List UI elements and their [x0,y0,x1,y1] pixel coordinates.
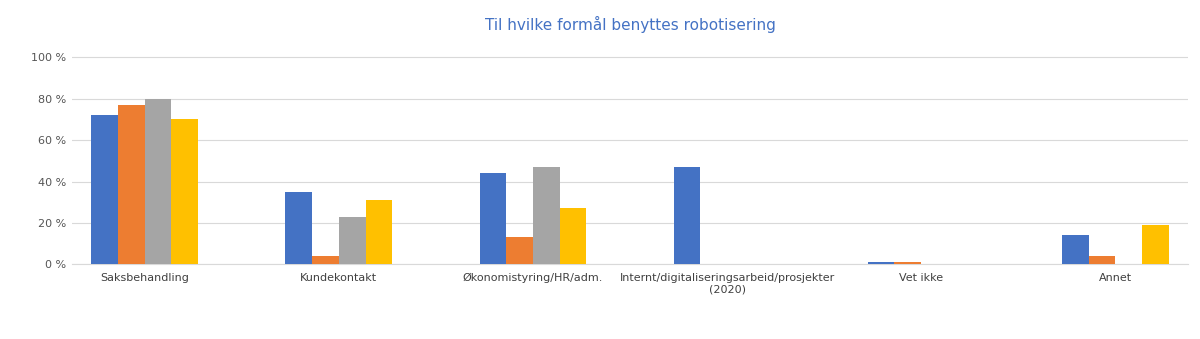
Bar [366,200,392,264]
Bar [1062,235,1088,264]
Bar [506,238,533,264]
Bar [172,119,198,264]
Bar [559,208,587,264]
Bar [312,256,338,264]
Bar [533,167,559,264]
Bar [338,217,366,264]
Bar [673,167,701,264]
Bar [1088,256,1115,264]
Bar [868,262,894,264]
Bar [286,192,312,264]
Bar [91,115,118,264]
Bar [118,105,145,264]
Title: Til hvilke formål benyttes robotisering: Til hvilke formål benyttes robotisering [485,16,775,33]
Bar [1142,225,1169,264]
Bar [894,262,922,264]
Bar [480,173,506,264]
Bar [145,99,172,264]
